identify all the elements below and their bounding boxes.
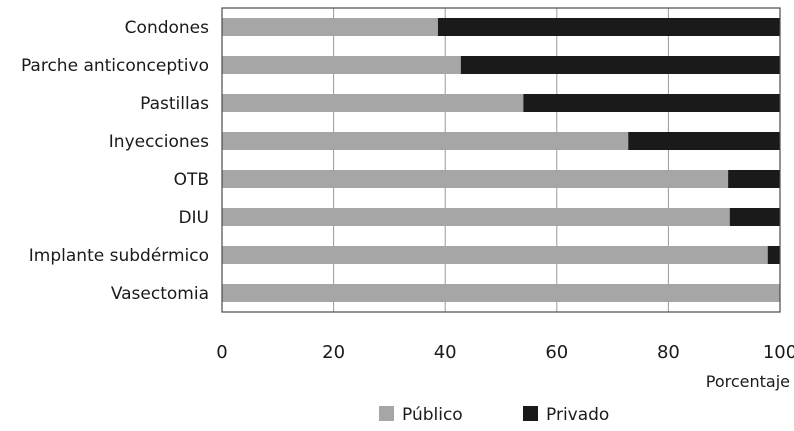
bar-publico-implante-subdermico	[222, 246, 768, 264]
category-labels: Condones Parche anticonceptivo Pastillas In…	[21, 18, 209, 304]
x-tick-label-0: 0	[216, 342, 227, 363]
category-label-pastillas: Pastillas	[140, 94, 209, 114]
category-label-implante-subdermico: Implante subdérmico	[29, 246, 209, 266]
category-label-parche-anticonceptivo: Parche anticonceptivo	[21, 56, 209, 76]
legend-label-publico: Público	[402, 405, 463, 425]
x-tick-labels: 0 20 40 60 80 100	[216, 342, 794, 363]
plot-frame	[221, 7, 781, 313]
category-label-inyecciones: Inyecciones	[109, 132, 209, 152]
legend-label-privado: Privado	[546, 405, 609, 425]
bar-privado-diu	[729, 208, 780, 226]
legend-swatch-privado	[523, 406, 538, 421]
category-label-diu: DIU	[178, 208, 209, 228]
x-axis-label: Porcentaje	[706, 372, 790, 391]
bar-publico-diu	[222, 208, 730, 226]
bar-publico-inyecciones	[222, 132, 629, 150]
bar-publico-pastillas	[222, 94, 524, 112]
legend-swatch-publico	[379, 406, 394, 421]
x-tick-label-40: 40	[434, 342, 457, 363]
x-tick-label-60: 60	[545, 342, 568, 363]
bar-privado-implante-subdermico	[767, 246, 780, 264]
category-label-condones: Condones	[125, 18, 209, 38]
gridlines	[333, 8, 669, 312]
x-tick-label-20: 20	[322, 342, 345, 363]
bar-privado-parche-anticonceptivo	[460, 56, 780, 74]
category-label-vasectomia: Vasectomia	[111, 284, 209, 304]
x-tick-label-80: 80	[657, 342, 680, 363]
bar-privado-inyecciones	[628, 132, 780, 150]
bar-publico-otb	[222, 170, 729, 188]
category-label-otb: OTB	[174, 170, 209, 190]
bar-privado-otb	[728, 170, 780, 188]
legend: Público Privado	[379, 405, 609, 425]
plot-border	[221, 7, 781, 313]
bar-privado-pastillas	[523, 94, 780, 112]
bar-publico-condones	[222, 18, 438, 36]
bar-publico-parche-anticonceptivo	[222, 56, 461, 74]
x-tick-label-100: 100	[763, 342, 794, 363]
bars	[222, 18, 780, 302]
bar-publico-vasectomia	[222, 284, 780, 302]
bar-privado-condones	[437, 18, 780, 36]
